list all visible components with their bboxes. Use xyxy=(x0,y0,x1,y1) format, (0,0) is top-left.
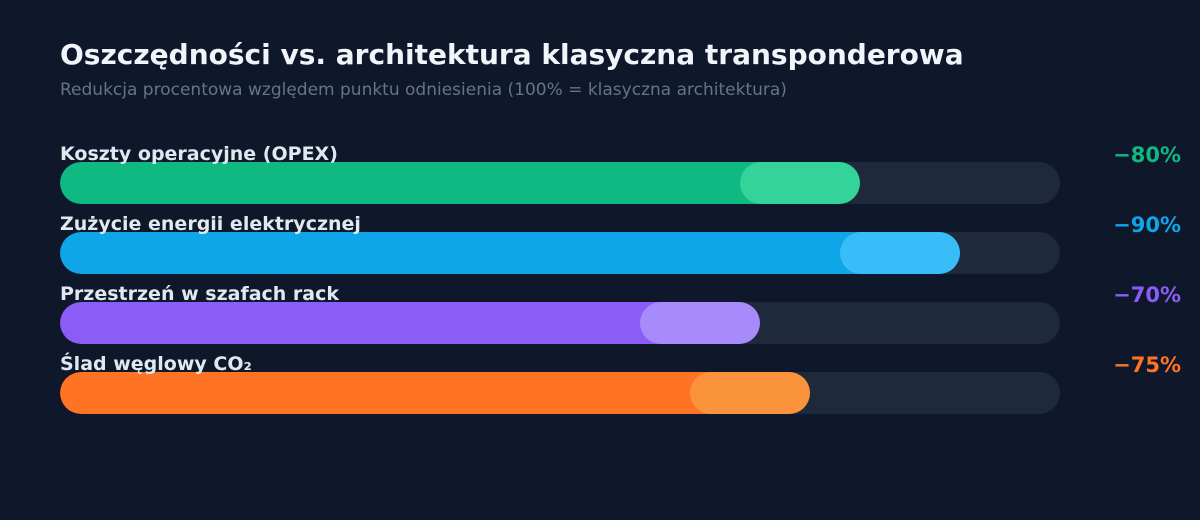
bar-category-label: Ślad węglowy CO₂ xyxy=(60,353,252,375)
bar xyxy=(60,302,760,344)
bar-value-label: −70% xyxy=(1113,283,1181,307)
bar-track xyxy=(60,372,1060,414)
bar-row: Ślad węglowy CO₂ −75% xyxy=(0,352,1200,422)
bar-track xyxy=(60,302,1060,344)
bar-category-label: Przestrzeń w szafach rack xyxy=(60,283,340,305)
bar-row: Koszty operacyjne (OPEX) −80% xyxy=(0,142,1200,212)
bar xyxy=(60,162,860,204)
bar-value-label: −75% xyxy=(1113,353,1181,377)
bar-value-label: −90% xyxy=(1113,213,1181,237)
bar-track xyxy=(60,232,1060,274)
bar-value-label: −80% xyxy=(1113,143,1181,167)
bar xyxy=(60,232,960,274)
bar xyxy=(60,372,810,414)
bar-highlight xyxy=(690,372,810,414)
chart-subtitle: Redukcja procentowa względem punktu odni… xyxy=(60,80,787,100)
bar-highlight xyxy=(740,162,860,204)
bar-category-label: Koszty operacyjne (OPEX) xyxy=(60,143,338,165)
bar-highlight xyxy=(840,232,960,274)
bar-row: Zużycie energii elektrycznej −90% xyxy=(0,212,1200,282)
bar-row: Przestrzeń w szafach rack −70% xyxy=(0,282,1200,352)
bar-highlight xyxy=(640,302,760,344)
bar-category-label: Zużycie energii elektrycznej xyxy=(60,213,361,235)
chart-title: Oszczędności vs. architektura klasyczna … xyxy=(60,38,964,71)
bar-track xyxy=(60,162,1060,204)
